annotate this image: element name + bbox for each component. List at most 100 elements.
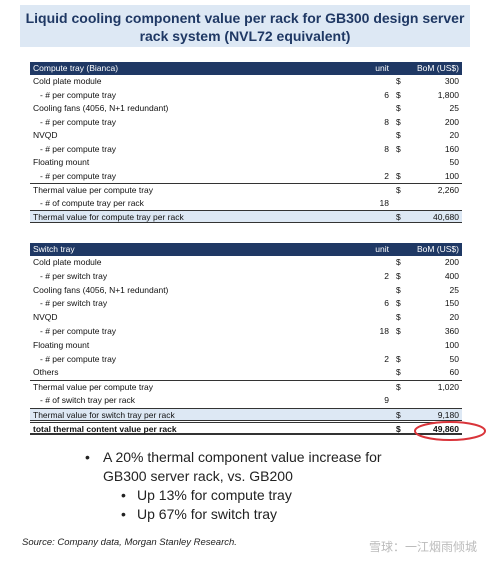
cell: Floating mount: [33, 157, 90, 167]
cell: 300: [444, 76, 459, 86]
cell: NVQD: [33, 312, 58, 323]
header-cell: Compute tray (Bianca): [33, 63, 119, 73]
cell: Others: [33, 367, 59, 378]
table-row: Cooling fans (4056, N+1 redundant) $25: [30, 284, 462, 297]
cell: 40,680: [433, 212, 459, 222]
cell: - # per compute tray: [40, 170, 117, 181]
source: Source: Company data, Morgan Stanley Res…: [22, 537, 237, 548]
cell: - # per switch tray: [40, 270, 108, 281]
cell: 8: [384, 143, 389, 154]
cell: Cold plate module: [33, 76, 102, 86]
cell: $: [396, 423, 401, 434]
cell: - # per switch tray: [40, 298, 108, 309]
cell: $: [396, 367, 401, 378]
cell: 25: [449, 284, 459, 295]
cell: Cooling fans (4056, N+1 redundant): [33, 284, 169, 295]
cell: $: [396, 270, 401, 281]
cell: $: [396, 312, 401, 323]
cell: $: [396, 130, 401, 140]
cell: $: [396, 170, 401, 181]
cell: 200: [444, 116, 459, 127]
cell: $: [396, 103, 401, 113]
watermark: 雪球：一江烟雨倾城: [368, 540, 477, 554]
header-cell: BoM (US$): [416, 244, 459, 254]
cell: Thermal value for switch tray per rack: [33, 409, 175, 420]
cell: $: [396, 257, 401, 267]
cell: 150: [444, 298, 459, 309]
cell: Cooling fans (4056, N+1 redundant): [33, 103, 169, 113]
table-row: - # per switch tray 2 $400: [30, 270, 462, 283]
cell: $: [396, 185, 401, 195]
cell: $: [396, 116, 401, 127]
table-row: Others $60: [30, 366, 462, 379]
cell: Thermal value per compute tray: [33, 185, 153, 195]
cell: - # per compute tray: [40, 116, 117, 127]
table-row: Cooling fans (4056, N+1 redundant) $25: [30, 102, 462, 115]
table-header: Switch tray unit BoM (US$): [30, 243, 462, 256]
header-cell: unit: [375, 244, 389, 254]
cell: - # of switch tray per rack: [40, 395, 135, 405]
table-row: - # per compute tray 2 $50: [30, 353, 462, 366]
cell: 1,800: [437, 89, 459, 100]
cell: $: [396, 409, 401, 420]
header-cell: Switch tray: [33, 244, 75, 254]
header-cell: unit: [375, 63, 389, 73]
cell: $: [396, 143, 401, 154]
cell: 20: [449, 312, 459, 323]
cell: Floating mount: [33, 339, 90, 350]
cell: total thermal content value per rack: [33, 423, 177, 434]
cell: $: [396, 212, 401, 222]
cell: 400: [444, 270, 459, 281]
cell: $: [396, 76, 401, 86]
cell: 2: [384, 170, 389, 181]
table-row: Thermal value for compute tray per rack $…: [30, 210, 462, 223]
cell: 100: [444, 339, 459, 350]
header-cell: BoM (US$): [416, 63, 459, 73]
cell: NVQD: [33, 130, 58, 140]
table-row: Thermal value for switch tray per rack $9…: [30, 407, 462, 421]
title: Liquid cooling component value per rack …: [20, 5, 470, 47]
cell: 50: [449, 353, 459, 364]
cell: 2,260: [437, 185, 459, 195]
cell: 6: [384, 298, 389, 309]
cell: 160: [444, 143, 459, 154]
table-row: - # of switch tray per rack 9: [30, 394, 462, 407]
bullets: A 20% thermal component value increase f…: [85, 448, 423, 524]
table-row: - # per compute tray 18 $360: [30, 325, 462, 338]
cell: 6: [384, 89, 389, 100]
cell: - # per compute tray: [40, 89, 117, 100]
table-row: - # per compute tray 6 $1,800: [30, 89, 462, 102]
cell: $: [396, 326, 401, 336]
cell: $: [396, 353, 401, 364]
cell: 9,180: [437, 409, 459, 420]
cell: 49,860: [433, 423, 459, 434]
cell: 60: [449, 367, 459, 378]
cell: - # per compute tray: [40, 353, 117, 364]
table-row: Thermal value per compute tray $1,020: [30, 380, 462, 393]
cell: 20: [449, 130, 459, 140]
cell: $: [396, 298, 401, 309]
cell: $: [396, 284, 401, 295]
cell: 200: [444, 257, 459, 267]
bullet: A 20% thermal component value increase f…: [85, 448, 423, 486]
cell: 25: [449, 103, 459, 113]
cell: 18: [379, 326, 389, 336]
cell: 2: [384, 270, 389, 281]
cell: - # per compute tray: [40, 143, 117, 154]
table-row: Cold plate module $300: [30, 75, 462, 88]
cell: 18: [379, 197, 389, 208]
table-row: - # per switch tray 6 $150: [30, 297, 462, 310]
table-row: total thermal content value per rack $49,…: [30, 421, 462, 435]
cell: $: [396, 382, 401, 393]
table-row: NVQD $20: [30, 129, 462, 142]
cell: Thermal value per compute tray: [33, 382, 153, 393]
cell: 1,020: [437, 382, 459, 393]
table-row: - # per compute tray 8 $160: [30, 143, 462, 156]
table-row: - # per compute tray 8 $200: [30, 116, 462, 129]
cell: 50: [449, 157, 459, 167]
cell: - # of compute tray per rack: [40, 197, 144, 208]
table-row: Floating mount 50: [30, 156, 462, 169]
cell: 2: [384, 353, 389, 364]
table-row: - # per compute tray 2 $100: [30, 170, 462, 183]
